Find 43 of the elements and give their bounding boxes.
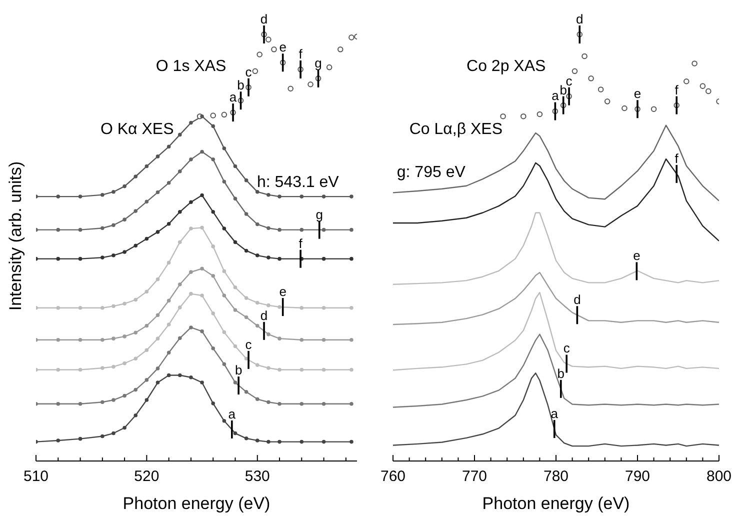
annotation: a	[552, 88, 560, 104]
annotation: f	[298, 46, 303, 62]
annotation: b	[560, 82, 567, 98]
annotation: c	[245, 336, 252, 352]
annotation: O Kα XES	[100, 120, 174, 139]
annotation: a	[228, 406, 236, 422]
annotation: h: 543.1 eV	[257, 174, 339, 192]
annotation: e	[279, 40, 286, 55]
annotation: g	[314, 55, 322, 70]
x-tick-label: 520	[134, 468, 160, 485]
annotation: b	[237, 78, 244, 93]
annotation: e	[634, 86, 642, 102]
annotation: f	[674, 150, 679, 166]
annotation: c	[566, 73, 573, 88]
x-axis-title: Photon energy (eV)	[122, 494, 270, 513]
annotation: g: 795 eV	[396, 164, 466, 182]
annotation: c	[245, 64, 252, 80]
annotation: Co 2p XAS	[466, 58, 546, 76]
annotation: e	[279, 284, 286, 300]
annotation: b	[557, 366, 565, 381]
annotation: e	[633, 248, 640, 264]
x-tick-label: 770	[462, 468, 488, 485]
y-axis-title: Intensity (arb. units)	[6, 161, 26, 311]
annotation: b	[234, 362, 242, 378]
annotation: d	[260, 11, 268, 26]
annotation: O 1s XAS	[156, 58, 226, 76]
x-tick-label: 790	[624, 468, 650, 485]
x-tick-label: 780	[543, 468, 569, 485]
x-tick-label: 760	[380, 468, 406, 485]
x-tick-label: 800	[706, 468, 732, 485]
annotation: f	[674, 82, 679, 98]
x-tick-label: 530	[244, 468, 270, 485]
annotation: d	[260, 308, 268, 323]
annotation: a	[229, 90, 238, 105]
annotation: g	[316, 206, 323, 222]
annotation: Co Lα,β XES	[409, 120, 502, 139]
annotation: c	[563, 340, 570, 356]
annotation: a	[550, 406, 559, 422]
x-tick-label: 510	[23, 468, 49, 485]
annotation: d	[576, 11, 584, 26]
annotation: f	[298, 236, 303, 251]
x-axis-title: Photon energy (eV)	[482, 494, 630, 513]
annotation: d	[574, 292, 581, 308]
